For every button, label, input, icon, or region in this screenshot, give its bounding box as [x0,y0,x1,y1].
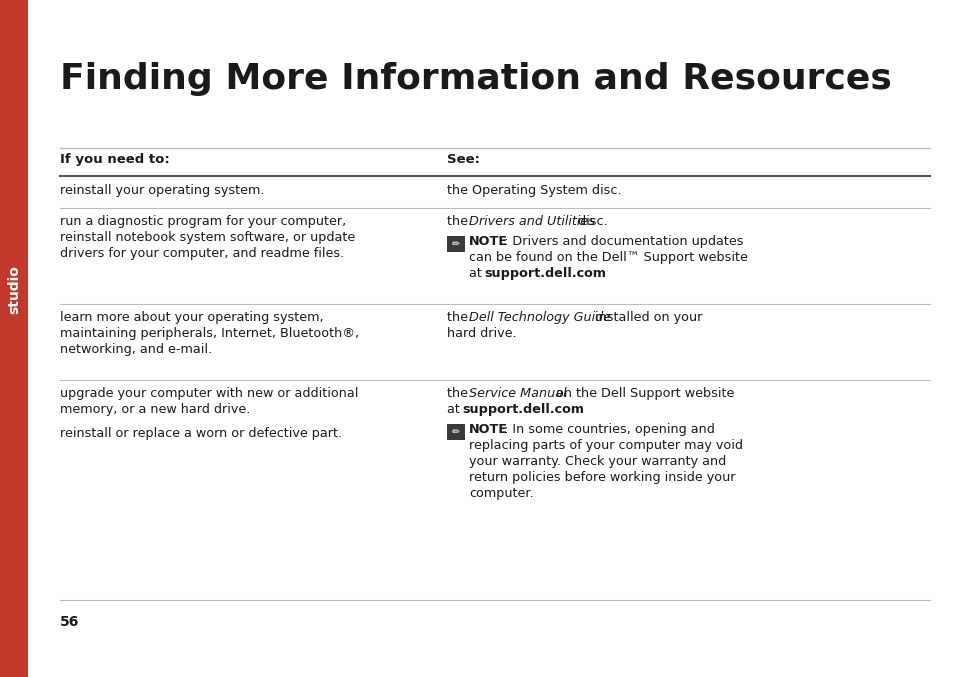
Text: Drivers and Utilities: Drivers and Utilities [469,215,595,228]
Text: your warranty. Check your warranty and: your warranty. Check your warranty and [469,455,725,468]
Text: installed on your: installed on your [590,311,701,324]
FancyBboxPatch shape [447,424,464,440]
Text: reinstall notebook system software, or update: reinstall notebook system software, or u… [60,231,355,244]
Text: reinstall or replace a worn or defective part.: reinstall or replace a worn or defective… [60,427,342,440]
Text: : In some countries, opening and: : In some countries, opening and [503,423,714,436]
Text: at: at [469,267,485,280]
Text: learn more about your operating system,: learn more about your operating system, [60,311,323,324]
Text: : Drivers and documentation updates: : Drivers and documentation updates [503,235,742,248]
Text: Dell Technology Guide: Dell Technology Guide [469,311,611,324]
Text: the: the [447,215,472,228]
Text: Service Manual: Service Manual [469,387,566,400]
Text: NOTE: NOTE [469,423,507,436]
Text: run a diagnostic program for your computer,: run a diagnostic program for your comput… [60,215,346,228]
Text: on the Dell Support website: on the Dell Support website [552,387,734,400]
Text: Finding More Information and Resources: Finding More Information and Resources [60,62,891,96]
Text: maintaining peripherals, Internet, Bluetooth®,: maintaining peripherals, Internet, Bluet… [60,327,358,340]
Text: support.dell.com: support.dell.com [461,403,583,416]
Text: drivers for your computer, and readme files.: drivers for your computer, and readme fi… [60,247,344,260]
Text: memory, or a new hard drive.: memory, or a new hard drive. [60,403,250,416]
Text: hard drive.: hard drive. [447,327,517,340]
FancyBboxPatch shape [447,236,464,252]
Text: ✏: ✏ [452,427,459,437]
Text: networking, and e-mail.: networking, and e-mail. [60,343,212,356]
Text: the Operating System disc.: the Operating System disc. [447,184,620,197]
Text: reinstall your operating system.: reinstall your operating system. [60,184,264,197]
Text: studio: studio [7,265,21,314]
Text: disc.: disc. [574,215,607,228]
Text: return policies before working inside your: return policies before working inside yo… [469,471,735,484]
Text: computer.: computer. [469,487,533,500]
Text: the: the [447,311,472,324]
Text: the: the [447,387,472,400]
Text: upgrade your computer with new or additional: upgrade your computer with new or additi… [60,387,358,400]
Text: NOTE: NOTE [469,235,507,248]
Text: can be found on the Dell™ Support website: can be found on the Dell™ Support websit… [469,251,747,264]
Text: replacing parts of your computer may void: replacing parts of your computer may voi… [469,439,742,452]
Text: If you need to:: If you need to: [60,153,170,166]
Text: support.dell.com: support.dell.com [483,267,605,280]
Text: ✏: ✏ [452,239,459,249]
Bar [0,0,28,677]
Text: .: . [579,267,583,280]
Text: 56: 56 [60,615,79,629]
Text: See:: See: [447,153,479,166]
Text: at: at [447,403,463,416]
